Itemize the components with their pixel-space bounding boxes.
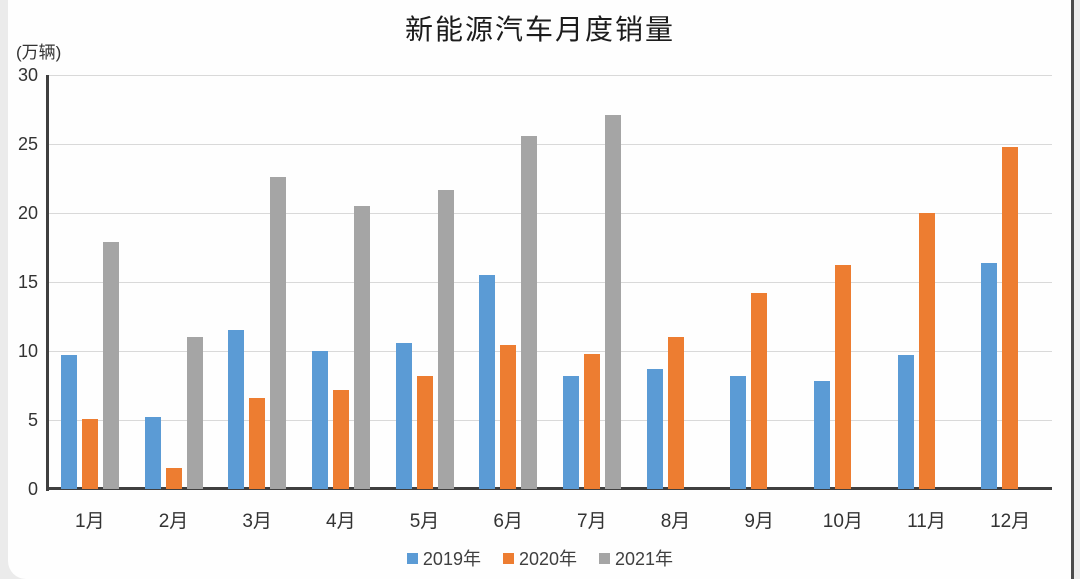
y-tick-label-25: 25: [17, 134, 38, 154]
gridline-5: [48, 420, 1052, 421]
y-axis-line: [46, 75, 49, 491]
gridline-25: [48, 144, 1052, 145]
x-tick-label-12月: 12月: [990, 511, 1031, 532]
bar-2019年-1月: [60, 355, 77, 489]
y-tick-label-5: 5: [27, 410, 38, 430]
gridline-15: [48, 282, 1052, 283]
gridline-30: [48, 75, 1052, 76]
y-tick-label-0: 0: [27, 479, 38, 499]
bar-2019年-6月: [479, 275, 496, 489]
legend-item-2019年: 2019年: [406, 545, 481, 571]
x-tick-label-4月: 4月: [326, 511, 356, 532]
chart-card: [8, 0, 1074, 579]
x-tick-label-9月: 9月: [744, 511, 774, 532]
x-tick-label-10月: 10月: [822, 511, 863, 532]
bar-2021年-5月: [437, 189, 454, 489]
legend-item-2021年: 2021年: [599, 545, 673, 571]
x-tick-label-5月: 5月: [409, 511, 440, 532]
bar-2020年-4月: [332, 389, 349, 489]
bar-2019年-11月: [897, 355, 914, 489]
legend-swatch-2021年: [599, 552, 611, 564]
bar-2020年-11月: [918, 213, 935, 489]
bar-2019年-5月: [395, 342, 412, 489]
bar-2020年-9月: [751, 293, 768, 489]
x-tick-label-3月: 3月: [242, 511, 272, 532]
legend-swatch-2020年: [502, 552, 514, 564]
bar-2020年-12月: [1002, 146, 1019, 489]
legend-item-2020年: 2020年: [502, 545, 578, 571]
x-axis-line: [46, 487, 1052, 490]
y-tick-label-30: 30: [17, 65, 38, 85]
bar-2019年-10月: [813, 381, 830, 489]
bar-2019年-2月: [144, 417, 161, 489]
chart-legend: 2019年 2020年 2021年: [0, 545, 1080, 571]
bar-2019年-8月: [646, 368, 663, 489]
chart-title: 新能源汽车月度销量: [404, 15, 675, 46]
bar-2021年-4月: [353, 206, 370, 489]
bar-2020年-7月: [583, 353, 600, 489]
bar-2021年-6月: [521, 135, 538, 489]
legend-swatch-2019年: [406, 552, 418, 564]
bar-2020年-1月: [81, 418, 98, 489]
bar-2019年-4月: [311, 351, 328, 489]
x-tick-label-2月: 2月: [158, 511, 189, 532]
bar-2019年-7月: [562, 375, 579, 489]
x-tick-label-11月: 11月: [907, 511, 946, 532]
bar-2019年-12月: [981, 262, 998, 489]
bar-2019年-9月: [730, 375, 747, 489]
y-tick-label-10: 10: [17, 341, 38, 361]
bar-2019年-3月: [228, 330, 245, 489]
gridline-20: [48, 213, 1052, 214]
x-tick-label-6月: 6月: [493, 511, 523, 532]
bar-2020年-2月: [165, 468, 182, 489]
legend-label-2020年: 2020年: [518, 549, 578, 569]
bar-2020年-3月: [249, 397, 266, 489]
bar-2021年-2月: [186, 337, 203, 489]
legend-label-2021年: 2021年: [615, 549, 674, 569]
bar-2021年-3月: [270, 177, 287, 489]
bar-2021年-7月: [604, 115, 621, 489]
gridline-10: [48, 351, 1052, 352]
y-tick-label-15: 15: [17, 272, 38, 292]
bar-2020年-8月: [667, 337, 684, 489]
bar-2020年-10月: [834, 265, 851, 489]
y-tick-label-20: 20: [17, 203, 38, 223]
y-axis-unit-label: (万辆): [16, 43, 62, 62]
legend-label-2019年: 2019年: [422, 549, 481, 569]
x-tick-label-8月: 8月: [660, 511, 691, 532]
bar-2020年-6月: [500, 345, 517, 489]
x-tick-label-1月: 1月: [75, 511, 105, 532]
x-tick-label-7月: 7月: [577, 511, 607, 532]
bar-2021年-1月: [102, 241, 119, 489]
bar-2020年-5月: [416, 375, 433, 489]
